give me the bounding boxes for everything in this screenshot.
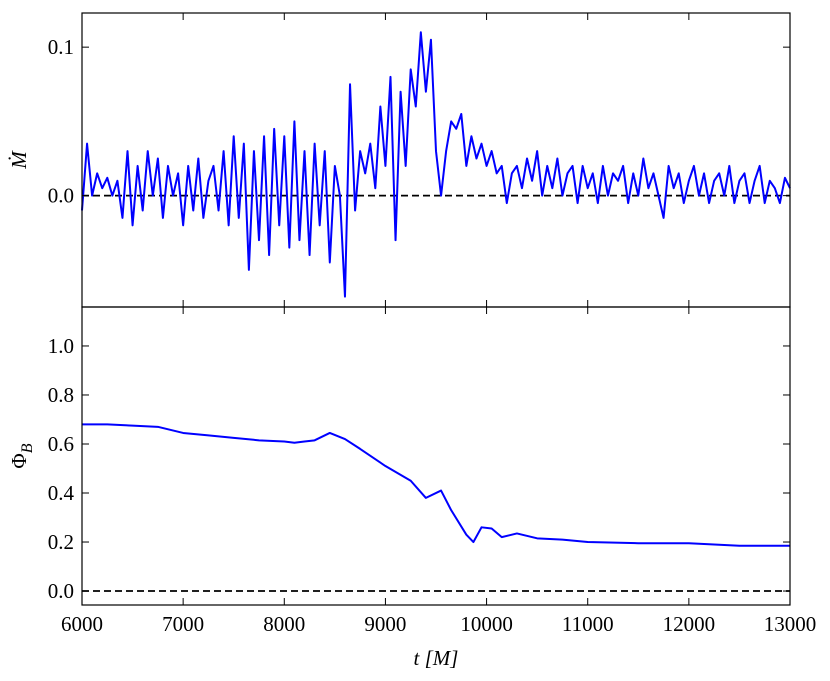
y-tick-label: 0.0 (48, 579, 74, 603)
y-tick-label: 0.8 (48, 383, 74, 407)
plot-frame (81, 12, 791, 308)
data-line (82, 423, 790, 547)
x-tick-label: 7000 (162, 612, 204, 636)
y-tick-label: 0.2 (48, 530, 74, 554)
y-tick-label: 0.6 (48, 432, 74, 456)
y-axis-label-main: Ṁ (7, 150, 31, 170)
y-axis-label: ΦB (7, 443, 36, 468)
y-axis-label: Ṁ (7, 150, 31, 170)
x-tick-label: 9000 (364, 612, 406, 636)
y-tick-label: 0.4 (48, 481, 75, 505)
y-axis-label-main: Φ (7, 453, 31, 468)
y-tick-label: 0.0 (48, 184, 74, 208)
x-tick-label: 10000 (460, 612, 513, 636)
x-tick-label: 13000 (764, 612, 817, 636)
x-tick-label: 8000 (263, 612, 305, 636)
x-tick-label: 6000 (61, 612, 103, 636)
x-axis-label: t [M] (414, 646, 459, 670)
x-tick-label: 12000 (663, 612, 716, 636)
plot-frame (81, 306, 791, 606)
data-line (81, 31, 791, 298)
y-tick-label: 0.1 (48, 35, 74, 59)
y-tick-label: 1.0 (48, 334, 74, 358)
x-tick-label: 11000 (562, 612, 614, 636)
y-axis-label-sub: B (19, 443, 36, 453)
